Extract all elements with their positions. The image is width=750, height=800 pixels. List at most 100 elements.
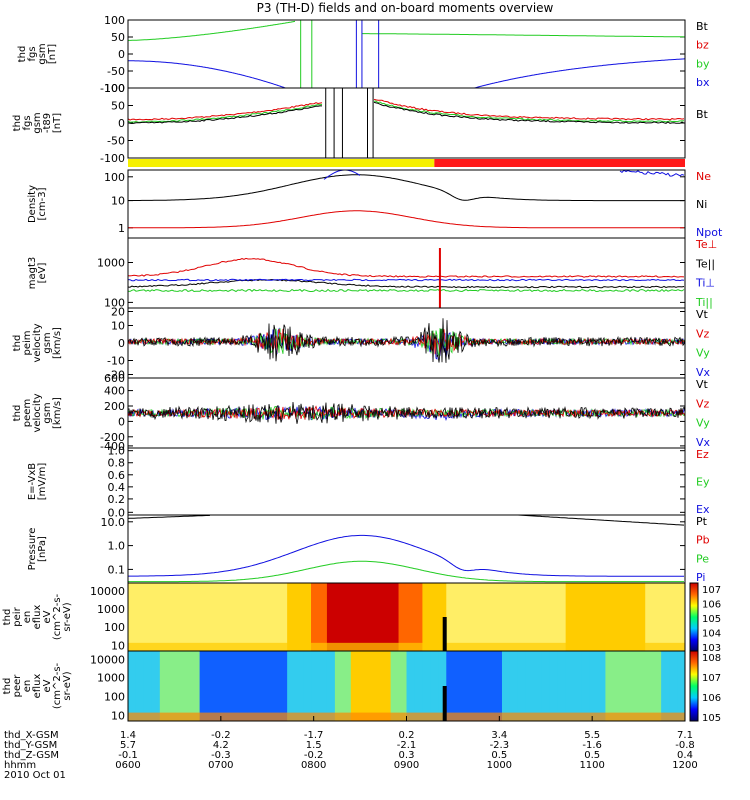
ytick-label: 10 xyxy=(111,320,125,333)
spectrogram-column xyxy=(215,651,225,721)
spectrogram-column xyxy=(422,583,432,651)
spectrogram-band xyxy=(128,642,685,651)
series-npot xyxy=(619,170,685,177)
ytick-label: 1.0 xyxy=(108,540,126,553)
ytick-label: 0.6 xyxy=(108,469,126,482)
spectrogram-column xyxy=(191,651,201,721)
orbit-row-value: -0.2 xyxy=(304,750,324,761)
ytick-label: 400 xyxy=(104,385,125,398)
spectrogram-column xyxy=(677,651,685,721)
ytick-label: 10000 xyxy=(90,585,125,598)
legend-peem-vel: Vt xyxy=(696,378,709,391)
spectrogram-column xyxy=(613,583,623,651)
spectrogram-column xyxy=(478,651,488,721)
spectrogram-column xyxy=(486,583,496,651)
series-pt xyxy=(517,515,685,526)
spectrogram-column xyxy=(263,651,273,721)
figure-title: P3 (TH-D) fields and on-board moments ov… xyxy=(257,1,554,15)
ylabel-peir-spec: peir xyxy=(12,606,23,626)
ylabel-density: Density xyxy=(27,185,38,223)
spectrogram-column xyxy=(279,651,289,721)
series-ti-par xyxy=(128,288,685,293)
spectrogram-column xyxy=(629,583,639,651)
spectrogram-column xyxy=(669,651,679,721)
spectrogram-column xyxy=(565,651,575,721)
ytick-label: -50 xyxy=(107,65,125,78)
spectrogram-column xyxy=(653,651,663,721)
spectrogram-column xyxy=(589,651,599,721)
spectrogram-column xyxy=(645,583,655,651)
spectrogram-column xyxy=(207,583,217,651)
spectrogram-column xyxy=(517,651,527,721)
ylabel-pressure: Pressure xyxy=(27,528,38,571)
spectrogram-column xyxy=(358,651,368,721)
legend-peim-vel: Vx xyxy=(696,366,711,379)
spectrogram-column xyxy=(231,651,241,721)
x-axis-labels: thd_X-GSM 1.4 -0.2 -1.7 0.2 3.4 5.5 7.1 thd_Y-GS… xyxy=(4,716,698,781)
panel-peim-vel: thd peim velocity gsm [km/s] 2010 0 -10-20 Vt Vz V… xyxy=(12,306,711,382)
ytick-label: 100 xyxy=(104,621,125,634)
ytick-label: 1000 xyxy=(97,257,125,270)
spectrogram-column xyxy=(318,583,328,651)
spectrogram-column xyxy=(525,651,535,721)
spectrogram-column xyxy=(334,583,344,651)
spectrogram-column xyxy=(334,651,344,721)
spectrogram-column xyxy=(390,651,400,721)
orbit-row-value: 5.5 xyxy=(584,730,600,741)
spectrogram-column xyxy=(509,583,519,651)
ytick-label: 1000 xyxy=(97,672,125,685)
orbit-row-value: -0.3 xyxy=(211,750,231,761)
orbit-row-value: 3.4 xyxy=(491,730,507,741)
spectrogram-column xyxy=(557,651,567,721)
spectrogram-column xyxy=(581,583,591,651)
spectrogram-column xyxy=(470,651,480,721)
legend-temp: Ti|| xyxy=(695,296,713,309)
ylabel-fgs-sm: -t89 xyxy=(42,113,53,133)
spectrogram-column xyxy=(239,651,249,721)
spectrogram-column xyxy=(470,583,480,651)
ytick-label: -10 xyxy=(107,355,125,368)
spectrogram-column xyxy=(255,583,265,651)
ytick-label: -100 xyxy=(100,82,125,95)
ylabel-peem-vel: velocity xyxy=(32,393,43,432)
spectrogram-column xyxy=(350,651,360,721)
legend-fgs: by xyxy=(696,57,710,70)
orbit-row-value: 0.2 xyxy=(399,730,415,741)
spectrogram-column xyxy=(406,651,416,721)
spectrogram-column xyxy=(295,583,305,651)
spectrogram-column xyxy=(501,651,511,721)
ytick-label: 0.8 xyxy=(108,457,126,470)
spectrogram-column xyxy=(143,583,153,651)
spectrogram-column xyxy=(303,651,313,721)
series-b-sm xyxy=(373,101,685,124)
legend-pressure: Pi xyxy=(696,571,705,584)
colorbar-peer xyxy=(689,650,699,722)
orbit-row-label: thd_Y-GSM xyxy=(4,740,57,751)
legend-temp: Te⊥ xyxy=(695,238,717,251)
spectrogram-column xyxy=(573,583,583,651)
spectrogram-column xyxy=(525,583,535,651)
orbit-row-value: 5.7 xyxy=(120,740,136,751)
spectrogram-column xyxy=(295,651,305,721)
orbit-row-value: -2.3 xyxy=(490,740,510,751)
series-pt xyxy=(128,515,211,519)
plot-area-fgs-sm xyxy=(128,88,685,158)
ytick-label: 100 xyxy=(104,296,125,309)
spectrogram-column xyxy=(247,583,257,651)
data-gap xyxy=(442,686,447,721)
series-by xyxy=(128,20,296,41)
legend-pressure: Pb xyxy=(696,534,710,547)
spectrogram-column xyxy=(414,583,424,651)
spectrogram-column xyxy=(135,651,145,721)
spectrogram-column xyxy=(318,651,328,721)
spectrogram-column xyxy=(358,583,368,651)
legend-peem-vel: Vy xyxy=(696,417,710,430)
spectrogram-column xyxy=(287,651,297,721)
spectrogram-column xyxy=(303,583,313,651)
ylabel-peir-spec: en xyxy=(22,611,33,624)
series-ni xyxy=(128,174,684,202)
series-pe xyxy=(128,560,684,583)
spectrogram-column xyxy=(326,583,336,651)
ytick-label: -400 xyxy=(100,440,125,453)
ylabel-peim-vel: thd xyxy=(12,335,23,352)
